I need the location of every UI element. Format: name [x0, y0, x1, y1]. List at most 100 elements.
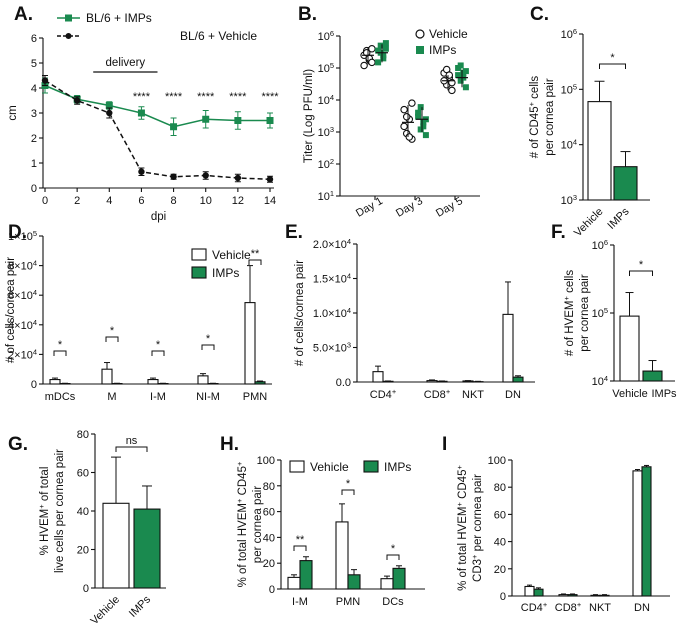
chart-i-xtick-label: CD8+: [555, 600, 582, 615]
chart-b-point: [462, 68, 469, 75]
chart-i-xtick-label: NKT: [589, 602, 611, 614]
chart-a-ytick-label: 2: [31, 133, 37, 145]
chart-e-bar: [462, 380, 474, 383]
chart-d-sig-bracket: [151, 350, 165, 356]
chart-e-bar: [502, 313, 514, 383]
chart-b-legend-label-vehicle: Vehicle: [429, 27, 468, 41]
chart-d-ytick-label: 4×104: [8, 317, 37, 332]
chart-e-bar: [372, 371, 384, 383]
chart-i-ytick-label: 100: [488, 455, 506, 467]
chart-d-sig-bracket: [53, 350, 67, 356]
chart-h-xtick-label: I-M: [292, 596, 308, 608]
chart-c-ylabel: # of CD45+ cells: [527, 76, 542, 159]
chart-b-point: [402, 112, 411, 121]
chart-a-sig-label: ****: [133, 91, 151, 103]
chart-a-point: [138, 168, 145, 175]
chart-b-ytick-label: 104: [318, 93, 334, 108]
chart-i-ytick-label: 60: [494, 509, 506, 521]
chart-h-sig-bracket: [341, 489, 355, 495]
chart-b-xtick-label: Day 5: [434, 195, 465, 220]
chart-g-ylabel: % HVEM+ of total: [37, 467, 52, 556]
chart-b-point: [462, 84, 469, 91]
chart-d-bar: [49, 379, 61, 385]
chart-d-sig-label: *: [58, 339, 63, 351]
chart-a-series-line-0: [44, 84, 270, 128]
chart-h-bar: [380, 578, 394, 590]
chart-a-point: [170, 173, 177, 180]
chart-g-sig-bracket: [115, 446, 148, 452]
chart-d-legend-vehicle-swatch: [191, 248, 207, 261]
chart-d-sig-bracket: [201, 344, 215, 350]
chart-c-ytick-label: 104: [561, 137, 577, 152]
chart-d-sig-label: **: [251, 248, 260, 260]
chart-b-point: [417, 126, 424, 133]
chart-d-ytick-label: 6×104: [8, 288, 37, 303]
chart-e-ytick-label: 5.0×103: [313, 340, 351, 355]
chart-i-bar: [558, 594, 569, 597]
chart-d-sig-label: *: [110, 325, 115, 337]
panel-label-h: H.: [220, 434, 239, 455]
chart-a-xlabel: dpi: [151, 211, 166, 223]
chart-h-xtick-label: DCs: [382, 596, 404, 608]
chart-h-ytick-label: 0: [269, 584, 275, 596]
chart-i-bar: [533, 588, 544, 597]
chart-a-ytick-label: 0: [31, 183, 37, 195]
chart-e-ylabel: # of cells/cornea pair: [294, 260, 306, 366]
chart-e-ytick-label: 1.5×104: [313, 271, 351, 286]
chart-d-ylabel: # of cells/cornea pair: [5, 257, 17, 363]
panel-label-a: A.: [14, 4, 33, 25]
chart-a-ytick-label: 5: [31, 58, 37, 70]
chart-b-point: [420, 119, 427, 126]
chart-a-point: [266, 117, 274, 124]
chart-a-sig-label: ****: [165, 91, 183, 103]
chart-f-ylabel-2: per cornea pair: [579, 274, 591, 352]
chart-g-ylabel-2: live cells per cornea pair: [54, 449, 66, 573]
chart-a-point: [234, 174, 242, 182]
chart-a-point: [170, 123, 178, 131]
chart-d-legend-imps-label: IMPs: [212, 266, 239, 280]
chart-h-bar: [335, 521, 349, 590]
chart-d-legend-imps-swatch: [191, 266, 207, 279]
chart-a-sig-label: ****: [197, 91, 215, 103]
chart-a-ylabel: cm: [7, 105, 19, 120]
chart-a-legend-label-1: BL/6 + Vehicle: [180, 29, 257, 43]
chart-i-bar: [641, 466, 652, 597]
chart-f-ylabel: # of HVEM+ cells: [562, 270, 577, 356]
chart-e-xtick-label: DN: [505, 389, 521, 401]
chart-b-point: [408, 99, 416, 107]
chart-e-xtick-label: CD8+: [424, 387, 451, 402]
chart-b-ytick-label: 106: [318, 29, 334, 44]
chart-a-ytick-label: 6: [31, 33, 37, 45]
chart-e-bar: [512, 376, 524, 383]
chart-c-ytick-label: 106: [561, 27, 577, 42]
chart-b-point: [377, 42, 384, 49]
chart-i-xtick-label: CD4+: [521, 600, 548, 615]
chart-a-point: [73, 97, 81, 104]
chart-d-sig-label: *: [156, 339, 161, 351]
chart-c-bar: [587, 101, 612, 201]
panel-label-c: C.: [530, 4, 549, 25]
chart-h-ylabel-2: per cornea pair: [252, 486, 264, 564]
chart-b-legend-label-imps: IMPs: [429, 43, 456, 57]
chart-h-ytick-label: 20: [263, 558, 275, 570]
chart-d-xtick-label: I-M: [150, 391, 166, 403]
chart-d-legend-vehicle-label: Vehicle: [212, 248, 251, 262]
chart-h-sig-bracket: [386, 554, 400, 560]
panel-label-b: B.: [298, 4, 317, 25]
chart-a-ytick-label: 4: [31, 83, 37, 95]
chart-a-point: [137, 109, 145, 117]
chart-i-ytick-label: 20: [494, 564, 506, 576]
chart-b-xtick-label: Day 3: [394, 195, 425, 220]
chart-h-legend-vehicle-label: Vehicle: [310, 460, 349, 474]
chart-b-point: [422, 132, 429, 139]
chart-d-ytick-label: 0: [31, 379, 37, 391]
chart-b-point: [382, 40, 389, 47]
chart-a-xtick-label: 8: [171, 195, 177, 207]
chart-d-xtick-label: NI-M: [196, 391, 220, 403]
chart-h-sig-bracket: [293, 545, 307, 551]
chart-h-ytick-label: 40: [263, 532, 275, 544]
chart-a-sig-label: ****: [261, 91, 279, 103]
chart-a-sig-label: ****: [229, 91, 247, 103]
chart-h-legend-imps-swatch: [363, 460, 379, 473]
chart-h-legend-vehicle-swatch: [289, 460, 305, 473]
